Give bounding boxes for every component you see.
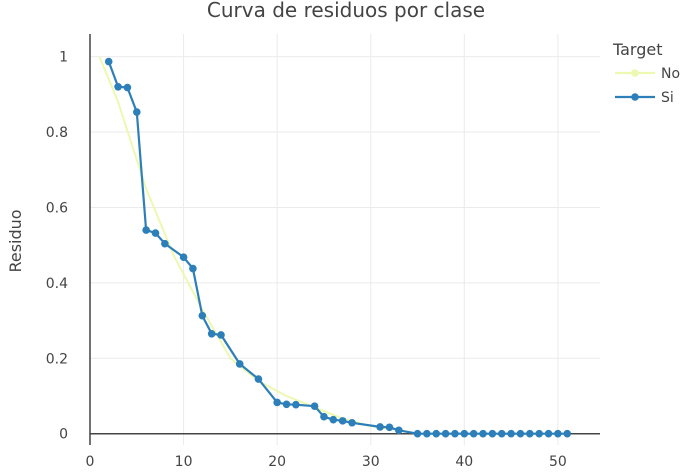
- y-tick-label: 0.2: [46, 351, 68, 367]
- data-point[interactable]: [282, 400, 291, 409]
- y-tick-label: 0.8: [46, 125, 68, 141]
- data-point[interactable]: [207, 329, 216, 338]
- data-point[interactable]: [329, 415, 338, 424]
- data-point[interactable]: [488, 429, 497, 438]
- data-point[interactable]: [179, 253, 188, 262]
- data-point[interactable]: [385, 423, 394, 432]
- data-point[interactable]: [189, 264, 197, 273]
- data-point[interactable]: [338, 417, 347, 425]
- data-point[interactable]: [497, 429, 506, 438]
- data-point[interactable]: [254, 375, 263, 383]
- y-tick-label: 0.4: [46, 276, 68, 292]
- legend-item-no[interactable]: No: [615, 66, 680, 82]
- x-tick-label: 20: [268, 454, 286, 470]
- data-point[interactable]: [320, 412, 328, 421]
- x-tick-label: 0: [86, 454, 95, 470]
- y-tick-label: 0.6: [46, 200, 68, 216]
- data-point[interactable]: [292, 400, 300, 409]
- data-point[interactable]: [376, 423, 384, 431]
- data-point[interactable]: [479, 429, 487, 438]
- data-point[interactable]: [526, 429, 534, 438]
- y-tick-label: 0: [59, 427, 68, 443]
- legend-title: Target: [612, 40, 663, 59]
- data-point[interactable]: [563, 429, 572, 438]
- data-point[interactable]: [217, 331, 225, 339]
- data-point[interactable]: [423, 429, 431, 438]
- y-axis-title: Residuo: [6, 209, 25, 272]
- data-point[interactable]: [460, 429, 469, 438]
- data-point[interactable]: [132, 108, 141, 116]
- data-point[interactable]: [507, 429, 515, 438]
- data-point[interactable]: [104, 57, 113, 66]
- legend-label: Si: [661, 90, 674, 106]
- grid: [90, 34, 600, 445]
- plot-area: [98, 56, 572, 438]
- data-point[interactable]: [451, 429, 459, 438]
- data-point[interactable]: [544, 429, 553, 438]
- x-tick-label: 40: [455, 454, 473, 470]
- data-point[interactable]: [554, 429, 562, 438]
- y-tick-label: 1: [59, 50, 68, 66]
- data-point[interactable]: [151, 229, 160, 237]
- legend-marker: [631, 93, 639, 101]
- data-point[interactable]: [516, 429, 525, 438]
- legend: Target No Si: [612, 40, 680, 106]
- data-point[interactable]: [310, 402, 319, 410]
- legend-marker: [631, 69, 639, 77]
- x-tick-label: 10: [175, 454, 193, 470]
- data-point[interactable]: [198, 311, 207, 320]
- data-point[interactable]: [348, 418, 356, 427]
- data-point[interactable]: [114, 82, 122, 91]
- data-point[interactable]: [235, 360, 244, 368]
- legend-label: No: [661, 66, 680, 82]
- x-tick-label: 50: [549, 454, 567, 470]
- data-point[interactable]: [535, 429, 543, 438]
- data-point[interactable]: [142, 226, 150, 234]
- series-line-si: [107, 61, 568, 435]
- x-tick-label: 30: [362, 454, 380, 470]
- data-point[interactable]: [273, 398, 281, 407]
- data-point[interactable]: [123, 83, 132, 92]
- data-point[interactable]: [441, 429, 450, 438]
- axes: 0 10 20 30 40 50 0 0.2 0.4 0.6 0.8 1: [46, 34, 600, 470]
- data-point[interactable]: [469, 429, 478, 438]
- data-point[interactable]: [432, 429, 441, 438]
- chart-title: Curva de residuos por clase: [207, 0, 485, 22]
- data-point[interactable]: [395, 426, 403, 435]
- data-point[interactable]: [161, 239, 169, 248]
- data-point[interactable]: [413, 429, 422, 438]
- legend-item-si[interactable]: Si: [615, 90, 674, 106]
